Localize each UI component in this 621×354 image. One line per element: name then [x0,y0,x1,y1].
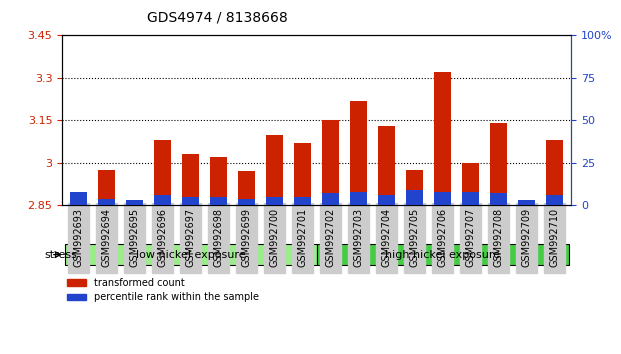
Bar [127,200,143,205]
Bar [238,199,255,205]
Bar [406,190,423,205]
Legend: transformed count, percentile rank within the sample: transformed count, percentile rank withi… [67,278,259,302]
Bar [378,195,395,205]
Bar [294,197,311,205]
Bar [127,201,143,205]
Bar [317,244,568,265]
Bar [546,195,563,205]
Bar [462,163,479,205]
Bar [155,195,171,205]
Bar [238,171,255,205]
Bar [183,154,199,205]
Bar [211,197,227,205]
Bar [183,197,199,205]
Bar [71,200,88,205]
Bar [155,140,171,205]
Text: stress: stress [44,250,77,259]
Bar [211,157,227,205]
Bar [322,120,339,205]
Bar [546,140,563,205]
Bar [434,192,451,205]
Bar [322,193,339,205]
Bar [490,123,507,205]
Text: high nickel exposure: high nickel exposure [385,250,500,259]
Bar [294,143,311,205]
Bar [518,200,535,205]
Bar [406,170,423,205]
Text: GDS4974 / 8138668: GDS4974 / 8138668 [147,11,288,25]
Bar [378,126,395,205]
Bar [490,193,507,205]
Bar [518,200,535,205]
Bar [71,192,88,205]
Text: low nickel exposure: low nickel exposure [136,250,246,259]
Bar [266,197,283,205]
Bar [99,170,116,205]
Bar [65,244,317,265]
Bar [99,199,116,205]
Bar [434,72,451,205]
Bar [462,192,479,205]
Bar [266,135,283,205]
Bar [350,101,367,205]
Bar [350,192,367,205]
